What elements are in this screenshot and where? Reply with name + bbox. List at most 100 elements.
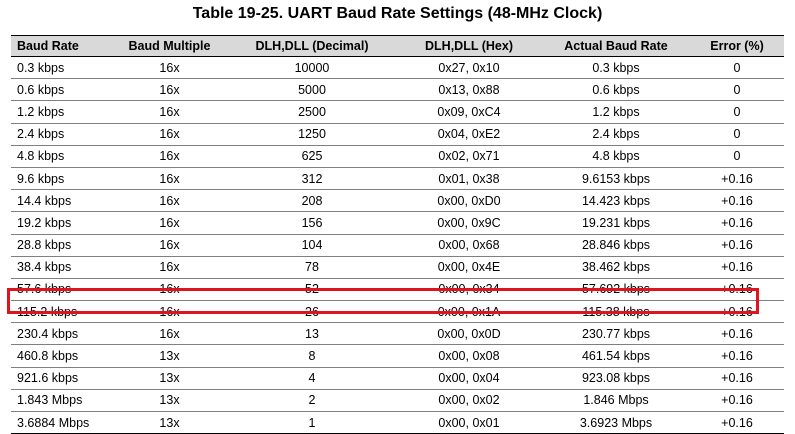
dlh-dll-decimal-cell: 26 <box>228 300 396 324</box>
table-row: 3.6884 Mbps 13x 1 0x00, 0x01 3.6923 Mbps +0.1… <box>11 411 784 434</box>
header-dlh-dll-hex: DLH,DLL (Hex) <box>396 35 542 57</box>
actual-baud-rate-cell: 28.846 kbps <box>542 234 690 257</box>
baud-multiple-cell: 16x <box>111 78 228 102</box>
baud-multiple-cell: 16x <box>111 278 228 302</box>
error-percent-cell: +0.16 <box>690 256 784 279</box>
baud-multiple-cell: 16x <box>111 145 228 168</box>
dlh-dll-decimal-cell: 10000 <box>228 56 396 80</box>
table-row: 28.8 kbps 16x 104 0x00, 0x68 28.846 kbps +0.1… <box>11 234 784 257</box>
dlh-dll-hex-cell: 0x00, 0x0D <box>396 322 542 346</box>
dlh-dll-decimal-cell: 1250 <box>228 123 396 146</box>
baud-multiple-cell: 13x <box>111 389 228 413</box>
baud-multiple-cell: 16x <box>111 56 228 80</box>
baud-rate-cell: 14.4 kbps <box>11 189 111 213</box>
baud-rate-cell: 0.6 kbps <box>11 78 111 102</box>
table-row: 0.3 kbps 16x 10000 0x27, 0x10 0.3 kbps 0 <box>11 56 784 80</box>
error-percent-cell: +0.16 <box>690 300 784 324</box>
table-row: 38.4 kbps 16x 78 0x00, 0x4E 38.462 kbps +0.16 <box>11 256 784 279</box>
baud-multiple-cell: 16x <box>111 300 228 324</box>
baud-rate-cell: 57.6 kbps <box>11 278 111 302</box>
baud-multiple-cell: 16x <box>111 123 228 146</box>
table-row: 0.6 kbps 16x 5000 0x13, 0x88 0.6 kbps 0 <box>11 78 784 102</box>
dlh-dll-decimal-cell: 208 <box>228 189 396 213</box>
header-baud-rate: Baud Rate <box>11 35 111 57</box>
table-row: 2.4 kbps 16x 1250 0x04, 0xE2 2.4 kbps 0 <box>11 123 784 146</box>
table-row: 4.8 kbps 16x 625 0x02, 0x71 4.8 kbps 0 <box>11 145 784 168</box>
baud-rate-cell: 1.2 kbps <box>11 100 111 124</box>
actual-baud-rate-cell: 0.6 kbps <box>542 78 690 102</box>
dlh-dll-hex-cell: 0x02, 0x71 <box>396 145 542 168</box>
baud-multiple-cell: 16x <box>111 256 228 279</box>
dlh-dll-hex-cell: 0x00, 0x68 <box>396 234 542 257</box>
actual-baud-rate-cell: 57.692 kbps <box>542 278 690 302</box>
actual-baud-rate-cell: 461.54 kbps <box>542 344 690 368</box>
baud-multiple-cell: 16x <box>111 211 228 235</box>
actual-baud-rate-cell: 14.423 kbps <box>542 189 690 213</box>
actual-baud-rate-cell: 1.846 Mbps <box>542 389 690 413</box>
actual-baud-rate-cell: 38.462 kbps <box>542 256 690 279</box>
error-percent-cell: +0.16 <box>690 189 784 213</box>
dlh-dll-hex-cell: 0x04, 0xE2 <box>396 123 542 146</box>
dlh-dll-hex-cell: 0x01, 0x38 <box>396 167 542 191</box>
baud-rate-cell: 460.8 kbps <box>11 344 111 368</box>
dlh-dll-hex-cell: 0x00, 0x02 <box>396 389 542 413</box>
dlh-dll-hex-cell: 0x00, 0x4E <box>396 256 542 279</box>
table-row: 115.2 kbps 16x 26 0x00, 0x1A 115.38 kbps +0.1… <box>11 300 784 324</box>
error-percent-cell: 0 <box>690 56 784 80</box>
table-row: 1.2 kbps 16x 2500 0x09, 0xC4 1.2 kbps 0 <box>11 100 784 124</box>
error-percent-cell: +0.16 <box>690 211 784 235</box>
dlh-dll-hex-cell: 0x13, 0x88 <box>396 78 542 102</box>
baud-rate-cell: 230.4 kbps <box>11 322 111 346</box>
actual-baud-rate-cell: 9.6153 kbps <box>542 167 690 191</box>
error-percent-cell: +0.16 <box>690 167 784 191</box>
dlh-dll-hex-cell: 0x27, 0x10 <box>396 56 542 80</box>
dlh-dll-decimal-cell: 1 <box>228 411 396 434</box>
baud-rate-table: Baud Rate Baud Multiple DLH,DLL (Decimal… <box>11 35 784 434</box>
dlh-dll-decimal-cell: 5000 <box>228 78 396 102</box>
table-row: 9.6 kbps 16x 312 0x01, 0x38 9.6153 kbps +0.16 <box>11 167 784 191</box>
error-percent-cell: +0.16 <box>690 234 784 257</box>
dlh-dll-hex-cell: 0x00, 0x34 <box>396 278 542 302</box>
baud-rate-cell: 19.2 kbps <box>11 211 111 235</box>
error-percent-cell: 0 <box>690 145 784 168</box>
error-percent-cell: +0.16 <box>690 344 784 368</box>
dlh-dll-decimal-cell: 104 <box>228 234 396 257</box>
error-percent-cell: +0.16 <box>690 367 784 390</box>
error-percent-cell: 0 <box>690 100 784 124</box>
baud-rate-cell: 3.6884 Mbps <box>11 411 111 434</box>
table-row: 460.8 kbps 13x 8 0x00, 0x08 461.54 kbps +0.16 <box>11 344 784 368</box>
baud-multiple-cell: 13x <box>111 367 228 390</box>
table-title: Table 19-25. UART Baud Rate Settings (48… <box>192 5 603 22</box>
dlh-dll-decimal-cell: 13 <box>228 322 396 346</box>
dlh-dll-hex-cell: 0x00, 0x9C <box>396 211 542 235</box>
dlh-dll-decimal-cell: 2500 <box>228 100 396 124</box>
actual-baud-rate-cell: 115.38 kbps <box>542 300 690 324</box>
error-percent-cell: +0.16 <box>690 278 784 302</box>
dlh-dll-decimal-cell: 4 <box>228 367 396 390</box>
table-row: 14.4 kbps 16x 208 0x00, 0xD0 14.423 kbps +0.1… <box>11 189 784 213</box>
dlh-dll-decimal-cell: 2 <box>228 389 396 413</box>
baud-rate-cell: 921.6 kbps <box>11 367 111 390</box>
baud-rate-cell: 28.8 kbps <box>11 234 111 257</box>
baud-rate-cell: 0.3 kbps <box>11 56 111 80</box>
header-error-percent: Error (%) <box>690 35 784 57</box>
dlh-dll-decimal-cell: 78 <box>228 256 396 279</box>
baud-multiple-cell: 13x <box>111 344 228 368</box>
baud-multiple-cell: 16x <box>111 100 228 124</box>
dlh-dll-hex-cell: 0x00, 0xD0 <box>396 189 542 213</box>
baud-rate-cell: 2.4 kbps <box>11 123 111 146</box>
table-row: 230.4 kbps 16x 13 0x00, 0x0D 230.77 kbps +0.1… <box>11 322 784 346</box>
error-percent-cell: 0 <box>690 123 784 146</box>
dlh-dll-hex-cell: 0x00, 0x1A <box>396 300 542 324</box>
baud-multiple-cell: 16x <box>111 322 228 346</box>
actual-baud-rate-cell: 923.08 kbps <box>542 367 690 390</box>
header-row: Baud Rate Baud Multiple DLH,DLL (Decimal… <box>11 35 784 57</box>
header-dlh-dll-decimal: DLH,DLL (Decimal) <box>228 35 396 57</box>
dlh-dll-decimal-cell: 8 <box>228 344 396 368</box>
baud-rate-cell: 4.8 kbps <box>11 145 111 168</box>
dlh-dll-hex-cell: 0x09, 0xC4 <box>396 100 542 124</box>
baud-multiple-cell: 16x <box>111 189 228 213</box>
actual-baud-rate-cell: 3.6923 Mbps <box>542 411 690 434</box>
dlh-dll-hex-cell: 0x00, 0x08 <box>396 344 542 368</box>
actual-baud-rate-cell: 230.77 kbps <box>542 322 690 346</box>
